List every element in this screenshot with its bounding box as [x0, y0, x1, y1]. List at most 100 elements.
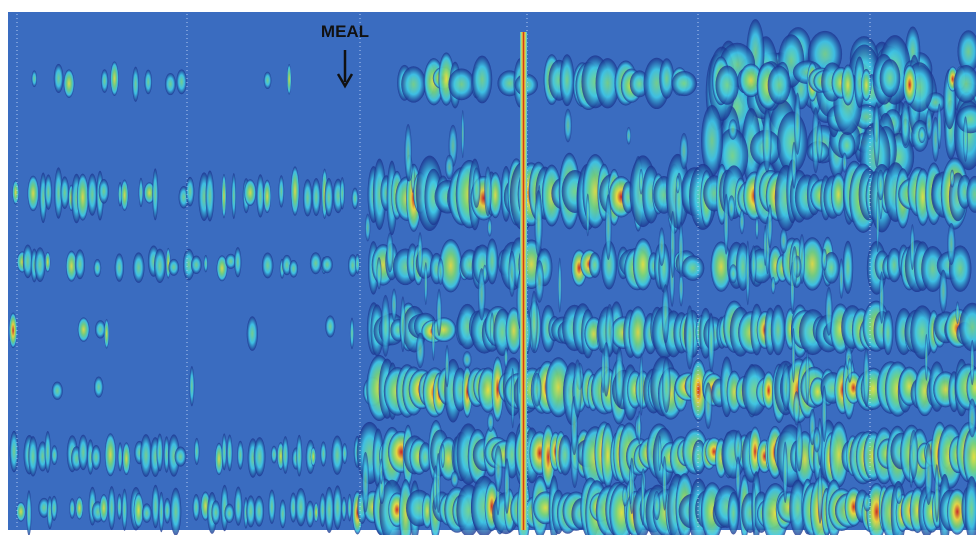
- pressure-blob: [736, 456, 741, 500]
- pressure-blob: [901, 101, 910, 146]
- page: MEAL (() => { const data = JSON.parse(do…: [0, 0, 976, 535]
- pressure-blob: [486, 238, 498, 284]
- pressure-blob: [461, 110, 464, 158]
- pressure-blob: [75, 249, 85, 279]
- pressure-blob: [303, 179, 312, 216]
- pressure-blob: [206, 171, 215, 222]
- pressure-blob: [494, 445, 502, 492]
- pressure-blob: [530, 291, 537, 352]
- pressure-blob: [311, 447, 316, 466]
- pressure-blob: [121, 180, 128, 211]
- pressure-blob: [282, 436, 288, 474]
- pressure-blob: [168, 259, 179, 276]
- pressure-blob: [152, 168, 158, 220]
- pressure-blob: [724, 194, 729, 255]
- pressure-blob: [331, 435, 343, 474]
- pressure-blob: [816, 121, 822, 163]
- pressure-blob: [863, 347, 869, 407]
- pressure-blob: [839, 258, 844, 298]
- pressure-blob: [322, 256, 333, 273]
- pressure-blob: [342, 443, 347, 464]
- pressure-blob: [52, 382, 63, 400]
- pressure-blob: [662, 357, 670, 412]
- pressure-blob: [535, 260, 544, 303]
- pressure-blob: [268, 489, 275, 523]
- pressure-blob: [117, 494, 122, 520]
- pressure-blob: [746, 241, 750, 306]
- pressure-blob: [263, 180, 271, 214]
- pressure-blob: [662, 284, 670, 343]
- pressure-blob: [558, 435, 571, 475]
- pressure-blob: [877, 170, 884, 201]
- pressure-blob: [716, 65, 739, 104]
- pressure-blob: [586, 193, 590, 236]
- pressure-blob: [77, 174, 89, 221]
- pressure-blob: [165, 73, 176, 95]
- pressure-blob: [676, 176, 680, 194]
- pressure-blob: [325, 487, 334, 533]
- pressure-blob: [391, 289, 396, 322]
- pressure-blob: [626, 127, 631, 145]
- pressure-blob: [204, 255, 208, 272]
- pressure-blob: [431, 317, 456, 342]
- pressure-blob: [246, 495, 255, 527]
- pressure-blob: [755, 216, 758, 239]
- pressure-blob: [247, 316, 258, 351]
- pressure-blob: [152, 485, 160, 529]
- pressure-blob: [16, 502, 25, 522]
- pressure-blob: [154, 249, 166, 283]
- pressure-blob: [256, 174, 264, 217]
- pressure-blob: [473, 167, 481, 208]
- pressure-blob: [401, 66, 426, 102]
- pressure-blob: [728, 119, 737, 140]
- pressure-blob: [504, 458, 510, 514]
- pressure-blob: [35, 247, 46, 282]
- pressure-blob: [342, 497, 347, 521]
- pressure-blob: [796, 421, 803, 471]
- pressure-blob: [813, 427, 820, 452]
- pressure-blob: [841, 65, 854, 106]
- pressure-blob: [140, 434, 152, 477]
- pressure-blob: [484, 166, 491, 216]
- pressure-blob: [115, 253, 124, 281]
- pressure-blob: [340, 177, 345, 209]
- pressure-blob: [91, 445, 101, 470]
- pressure-blob: [950, 170, 954, 188]
- pressure-blob: [60, 176, 69, 209]
- pressure-blob: [78, 317, 90, 341]
- pressure-blob: [558, 258, 562, 313]
- pressure-blob: [333, 485, 342, 529]
- pressure-blob: [264, 72, 272, 89]
- pressure-blob: [69, 498, 75, 518]
- pressure-blob: [680, 133, 688, 169]
- pressure-blob: [380, 459, 383, 485]
- pressure-blob: [782, 363, 791, 411]
- pressure-blob: [818, 468, 823, 524]
- pressure-blob: [752, 483, 755, 534]
- pressure-blob: [437, 289, 442, 336]
- pressure-blob: [771, 305, 786, 356]
- pressure-blob: [896, 486, 903, 504]
- pressure-blob: [490, 312, 494, 346]
- pressure-blob: [463, 351, 472, 368]
- pressure-blob: [729, 264, 737, 283]
- pressure-blob: [793, 391, 799, 425]
- pressure-blob: [194, 438, 199, 465]
- pressure-blob: [670, 211, 675, 278]
- pressure-blob: [879, 271, 884, 323]
- pressure-blob: [175, 447, 187, 467]
- pressure-blob: [825, 287, 832, 336]
- pressure-blob: [842, 153, 847, 173]
- pressure-blob: [763, 110, 772, 173]
- pressure-blob: [94, 376, 103, 397]
- pressure-blob: [615, 347, 623, 407]
- pressure-blob: [504, 348, 508, 368]
- pressure-blob: [254, 496, 264, 527]
- pressure-blob: [271, 446, 277, 464]
- pressure-blob: [314, 502, 318, 522]
- pressure-blob: [139, 178, 144, 207]
- pressure-blob: [639, 169, 643, 195]
- pressure-blob: [133, 252, 145, 282]
- pressure-blob: [424, 262, 427, 305]
- pressure-blob: [483, 265, 487, 283]
